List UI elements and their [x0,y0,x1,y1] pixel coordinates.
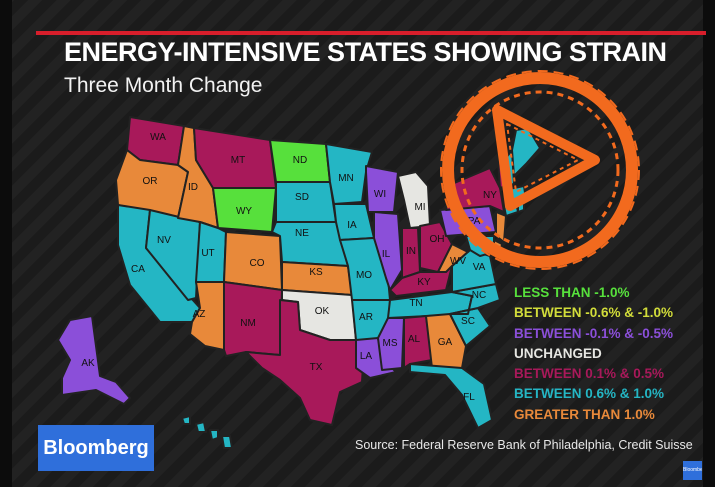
state-label-al: AL [408,334,421,345]
state-label-id: ID [188,182,198,193]
map-legend: LESS THAN -1.0% BETWEEN -0.6% & -1.0% BETW… [514,283,673,425]
state-label-tn: TN [409,298,422,309]
state-label-ks: KS [309,267,323,278]
state-label-wy: WY [236,206,252,217]
state-label-fl: FL [463,392,475,403]
state-label-ar: AR [359,312,373,323]
state-label-ga: GA [438,337,453,348]
state-label-pa: PA [468,216,481,227]
state-mn [325,143,373,205]
state-label-mn: MN [338,173,354,184]
state-label-la: LA [360,351,373,362]
title-accent-bar [36,31,706,35]
state-label-az: AZ [193,309,206,320]
state-nc [449,283,501,315]
legend-item: BETWEEN 0.1% & 0.5% [514,366,665,382]
legend-item: GREATER THAN 1.0% [514,406,655,422]
state-me [511,127,541,177]
state-hi [181,415,233,449]
state-label-in: IN [406,246,416,257]
state-label-ms: MS [383,338,398,349]
state-fl [409,363,493,429]
state-label-nm: NM [240,318,256,329]
play-icon[interactable] [440,70,640,270]
state-label-wv: WV [450,256,466,267]
state-ak [57,315,131,405]
source-note: Source: Federal Reserve Bank of Philadel… [355,438,693,452]
state-label-va: VA [473,262,486,273]
state-ms [377,317,405,371]
state-label-sc: SC [461,316,475,327]
state-label-ky: KY [417,277,431,288]
page-subtitle: Three Month Change [64,74,263,97]
legend-item: LESS THAN -1.0% [514,285,630,300]
state-label-ut: UT [201,248,214,259]
state-label-mo: MO [356,270,372,281]
state-label-wa: WA [150,132,166,143]
bloomberg-mini-logo: Bloomberg [683,461,702,480]
state-label-or: OR [143,176,158,187]
state-label-wi: WI [374,189,386,200]
state-label-ia: IA [347,220,357,231]
state-label-mi: MI [414,202,425,213]
state-label-ca: CA [131,264,145,275]
state-label-nd: ND [293,155,307,166]
state-label-co: CO [250,258,265,269]
state-label-sd: SD [295,192,309,203]
state-ny [445,167,505,213]
state-label-mt: MT [231,155,245,166]
bloomberg-logo: Bloomberg [38,425,154,471]
legend-item: BETWEEN -0.1% & -0.5% [514,325,674,341]
state-al [403,315,433,369]
state-label-ne: NE [295,228,309,239]
state-label-ny: NY [483,190,497,201]
state-label-nv: NV [157,235,171,246]
page-title: ENERGY-INTENSIVE STATES SHOWING STRAIN [64,37,667,67]
legend-item: BETWEEN -0.6% & -1.0% [514,305,674,321]
state-label-tx: TX [310,362,323,373]
legend-item: BETWEEN 0.6% & 1.0% [514,386,665,402]
state-label-il: IL [382,249,391,260]
state-tx [245,299,365,426]
legend-item: UNCHANGED [514,345,602,361]
state-label-ok: OK [315,306,330,317]
state-label-ak: AK [81,358,95,369]
state-label-nc: NC [472,290,486,301]
state-label-oh: OH [430,234,445,245]
